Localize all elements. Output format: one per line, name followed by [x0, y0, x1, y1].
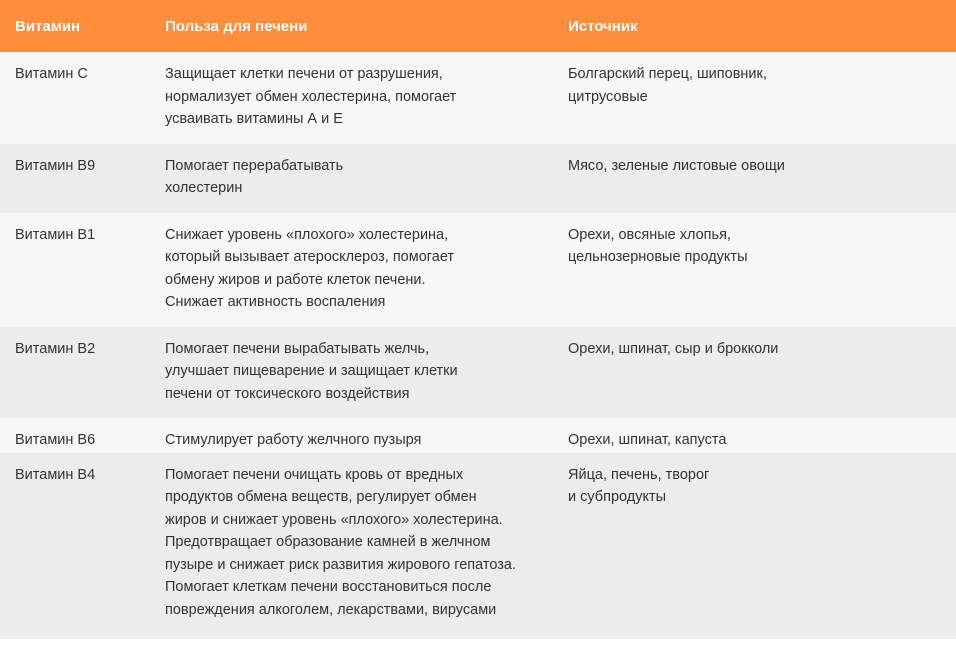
cell-source: Орехи, овсяные хлопья, цельнозерновые пр… — [568, 212, 956, 327]
cell-source: Орехи, шпинат, капуста — [568, 418, 956, 453]
header-benefit: Польза для печени — [165, 0, 568, 52]
table-row: Витамин В4 Помогает печени очищать кровь… — [0, 452, 956, 639]
cell-vitamin: Витамин В1 — [0, 212, 165, 327]
cell-vitamin: Витамин В4 — [0, 452, 165, 639]
cell-source: Болгарский перец, шиповник, цитрусовые — [568, 52, 956, 144]
cell-source: Яйца, печень, творог и субпродукты — [568, 452, 956, 639]
table-row: Витамин С Защищает клетки печени от разр… — [0, 52, 956, 144]
cell-benefit: Снижает уровень «плохого» холестерина, к… — [165, 212, 568, 327]
cell-vitamin: Витамин В6 — [0, 418, 165, 453]
table-row: Витамин В2 Помогает печени вырабатывать … — [0, 326, 956, 418]
cell-source: Мясо, зеленые листовые овощи — [568, 143, 956, 213]
cell-benefit: Помогает печени очищать кровь от вредных… — [165, 452, 568, 639]
header-source: Источник — [568, 0, 956, 52]
cell-vitamin: Витамин В9 — [0, 143, 165, 213]
cell-benefit: Стимулирует работу желчного пузыря — [165, 418, 568, 453]
cell-benefit: Защищает клетки печени от разрушения, но… — [165, 52, 568, 144]
cell-vitamin: Витамин С — [0, 52, 165, 144]
cell-source: Орехи, шпинат, сыр и брокколи — [568, 326, 956, 418]
cell-benefit: Помогает печени вырабатывать желчь, улуч… — [165, 326, 568, 418]
table-row: Витамин В6 Стимулирует работу желчного п… — [0, 418, 956, 453]
table-row: Витамин В9 Помогает перерабатывать холес… — [0, 143, 956, 213]
table-header: Витамин Польза для печени Источник — [0, 0, 956, 52]
header-vitamin: Витамин — [0, 0, 165, 52]
cell-vitamin: Витамин В2 — [0, 326, 165, 418]
cell-benefit: Помогает перерабатывать холестерин — [165, 143, 568, 213]
table-row: Витамин В1 Снижает уровень «плохого» хол… — [0, 212, 956, 327]
